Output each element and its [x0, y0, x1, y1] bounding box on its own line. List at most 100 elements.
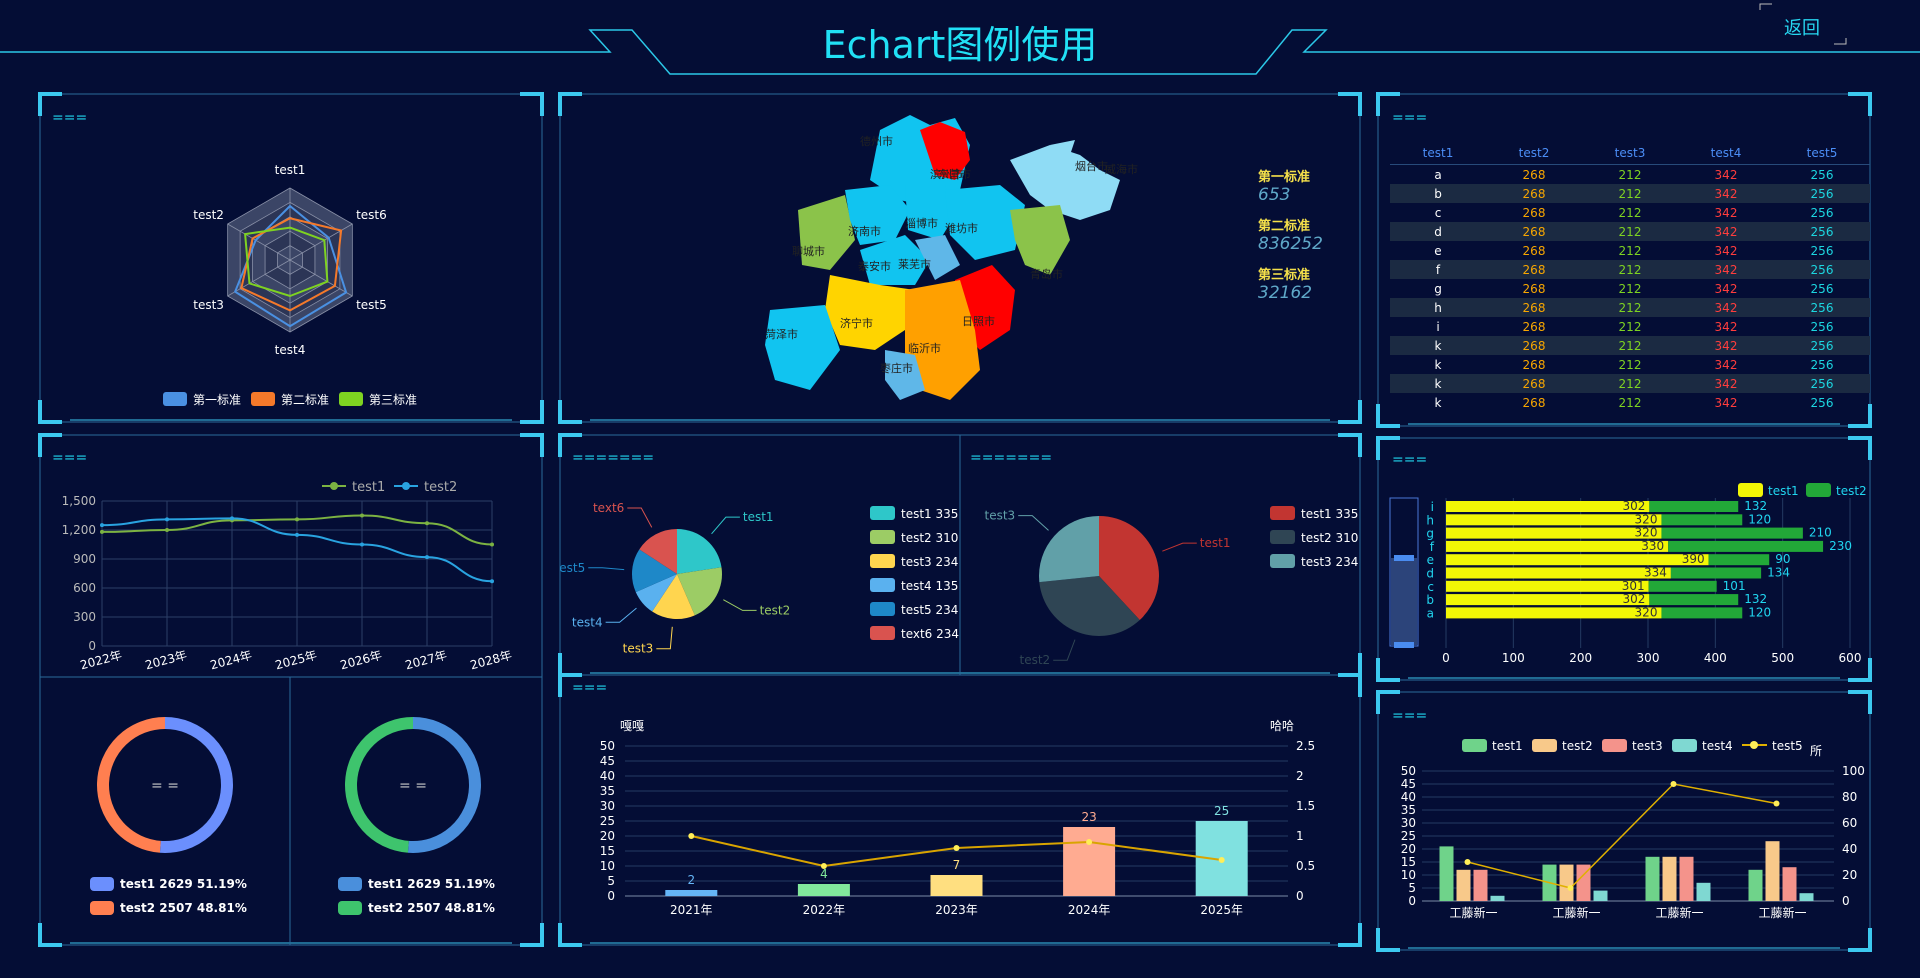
table-cell: 212: [1618, 319, 1642, 334]
y-tick-label: 35: [600, 784, 615, 798]
table-header: test4: [1678, 142, 1774, 165]
map-city-label: 德州市: [860, 134, 893, 148]
bar-label: 320: [1635, 512, 1658, 526]
table-cell: 256: [1774, 298, 1870, 317]
bar-label: 302: [1622, 592, 1645, 606]
panel-corner: [38, 400, 62, 424]
legend-swatch: [163, 392, 187, 406]
table-cell: 268: [1486, 222, 1582, 241]
page-title: Echart图例使用: [822, 23, 1098, 67]
y-tick-label: 1,500: [62, 494, 96, 508]
hbar-test2: [1648, 580, 1717, 592]
table-row: f 268 212 342 256: [1390, 260, 1870, 279]
line-point: [1670, 781, 1677, 787]
pie-panel-title: =======: [572, 450, 655, 466]
legend-label: test2: [424, 480, 457, 495]
back-link[interactable]: 返回: [1784, 18, 1820, 39]
table-cell: i: [1436, 319, 1440, 334]
legend-swatch: [338, 877, 362, 891]
y-tick-label: 50: [1401, 764, 1416, 778]
pie-chart-1: test1 test2 test3 test4 test5 text6 test1 335 t…: [560, 501, 959, 656]
panel-corner: [558, 923, 582, 947]
line-point: [295, 532, 299, 537]
table-cell: a: [1434, 167, 1442, 182]
panel-corner: [1376, 658, 1400, 682]
y-tick-label: 40: [600, 769, 615, 783]
legend-label: test2: [1836, 484, 1867, 498]
table-cell: 268: [1486, 260, 1582, 279]
y-tick-label: h: [1426, 513, 1434, 527]
legend-marker: [330, 482, 338, 490]
table-cell: 342: [1678, 184, 1774, 203]
table-row: e 268 212 342 256: [1390, 241, 1870, 260]
legend-label: test5: [1772, 739, 1803, 753]
map-legend-value: 32162: [1258, 283, 1313, 303]
panel-corner: [520, 923, 544, 947]
legend-swatch: [870, 626, 895, 640]
table-cell: 342: [1678, 336, 1774, 355]
line-point: [490, 542, 494, 547]
slider-handle: [1394, 555, 1414, 561]
radar-indicator-label: test5: [356, 298, 387, 312]
table-row: k 268 212 342 256: [1390, 393, 1870, 412]
legend-label: test1 335: [901, 507, 958, 521]
y-tick-label: 0: [1408, 894, 1416, 908]
radar-indicator-label: test3: [193, 298, 224, 312]
y-tick-label: 600: [73, 581, 96, 595]
hbar-test1: [1446, 567, 1671, 579]
panel-border: [1377, 691, 1871, 951]
map-city-label: 济宁市: [840, 316, 873, 330]
table-cell: 256: [1774, 260, 1870, 279]
pie-label-line: [1018, 515, 1049, 531]
table-cell: h: [1390, 298, 1486, 317]
table-cell: 256: [1810, 167, 1834, 182]
pie-chart-2: test1 test2 test3 test1 335 test2 310 test3 2…: [985, 506, 1358, 667]
table-cell: 256: [1810, 357, 1834, 372]
table-panel-title: ===: [1392, 110, 1428, 126]
donut-chart-2: = = test1 2629 51.19% test2 2507 48.81%: [338, 717, 495, 915]
y-tick-label: b: [1426, 593, 1434, 607]
legend-label: test4 135: [901, 579, 958, 593]
table-cell: 212: [1618, 167, 1642, 182]
legend-label: test5 234: [901, 603, 958, 617]
bar-label: 4: [820, 867, 828, 881]
donut-center-label: = =: [399, 778, 427, 794]
pie-slice-test3: [1039, 516, 1099, 583]
panel-corner: [1848, 928, 1872, 952]
group-panel-title: ===: [1392, 708, 1428, 724]
y-tick-label: c: [1427, 580, 1434, 594]
table-row: i 268 212 342 256: [1390, 317, 1870, 336]
pie-label-line: [711, 516, 740, 535]
x-tick-label: 2028年: [469, 648, 514, 670]
bar-test2: [1456, 869, 1471, 901]
legend-label: test1: [352, 480, 385, 495]
legend-label: test1: [1768, 484, 1799, 498]
line-point: [295, 517, 299, 522]
bar-test3: [1473, 869, 1488, 901]
table-cell: 342: [1678, 222, 1774, 241]
table-cell: b: [1390, 184, 1486, 203]
map-city-label: 聊城市: [792, 244, 825, 258]
line-point: [1218, 857, 1225, 863]
y-tick-label: f: [1430, 540, 1435, 554]
pie-label-line: [627, 507, 653, 528]
map-city-label: 潍坊市: [945, 221, 978, 235]
pie-slice-text6: [639, 529, 677, 574]
y-tick-label: 15: [1401, 855, 1416, 869]
x-tick-label: 2025年: [1200, 903, 1243, 917]
legend-label: test2 2507 48.81%: [120, 901, 247, 915]
line-point: [953, 845, 960, 851]
y-tick-label: 40: [1401, 790, 1416, 804]
map-city-label: 枣庄市: [880, 361, 913, 375]
y-tick-label-right: 20: [1842, 868, 1857, 882]
bar-test3: [1782, 867, 1797, 901]
panel-corner: [1376, 92, 1400, 116]
bar: [930, 875, 983, 896]
y-tick-label-right: 0: [1842, 894, 1850, 908]
map-city-label: 临沂市: [908, 341, 941, 355]
table-cell: 212: [1618, 395, 1642, 410]
legend-swatch: [1738, 483, 1763, 497]
bar-label: 210: [1809, 526, 1832, 540]
legend-marker: [1750, 741, 1758, 749]
y-tick-label: d: [1426, 567, 1434, 581]
